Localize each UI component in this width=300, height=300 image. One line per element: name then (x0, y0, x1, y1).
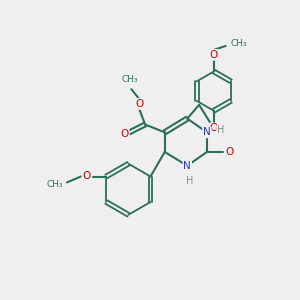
Text: H: H (217, 125, 224, 135)
Text: O: O (225, 147, 234, 157)
Text: CH₃: CH₃ (46, 180, 63, 189)
Text: H: H (186, 176, 193, 185)
Text: O: O (82, 172, 91, 182)
Text: N: N (203, 127, 211, 137)
Text: CH₃: CH₃ (230, 40, 247, 49)
Text: CH₃: CH₃ (121, 75, 138, 84)
Text: O: O (210, 123, 218, 134)
Text: O: O (210, 50, 218, 60)
Text: O: O (120, 129, 129, 139)
Text: O: O (135, 99, 143, 109)
Text: N: N (183, 161, 191, 171)
